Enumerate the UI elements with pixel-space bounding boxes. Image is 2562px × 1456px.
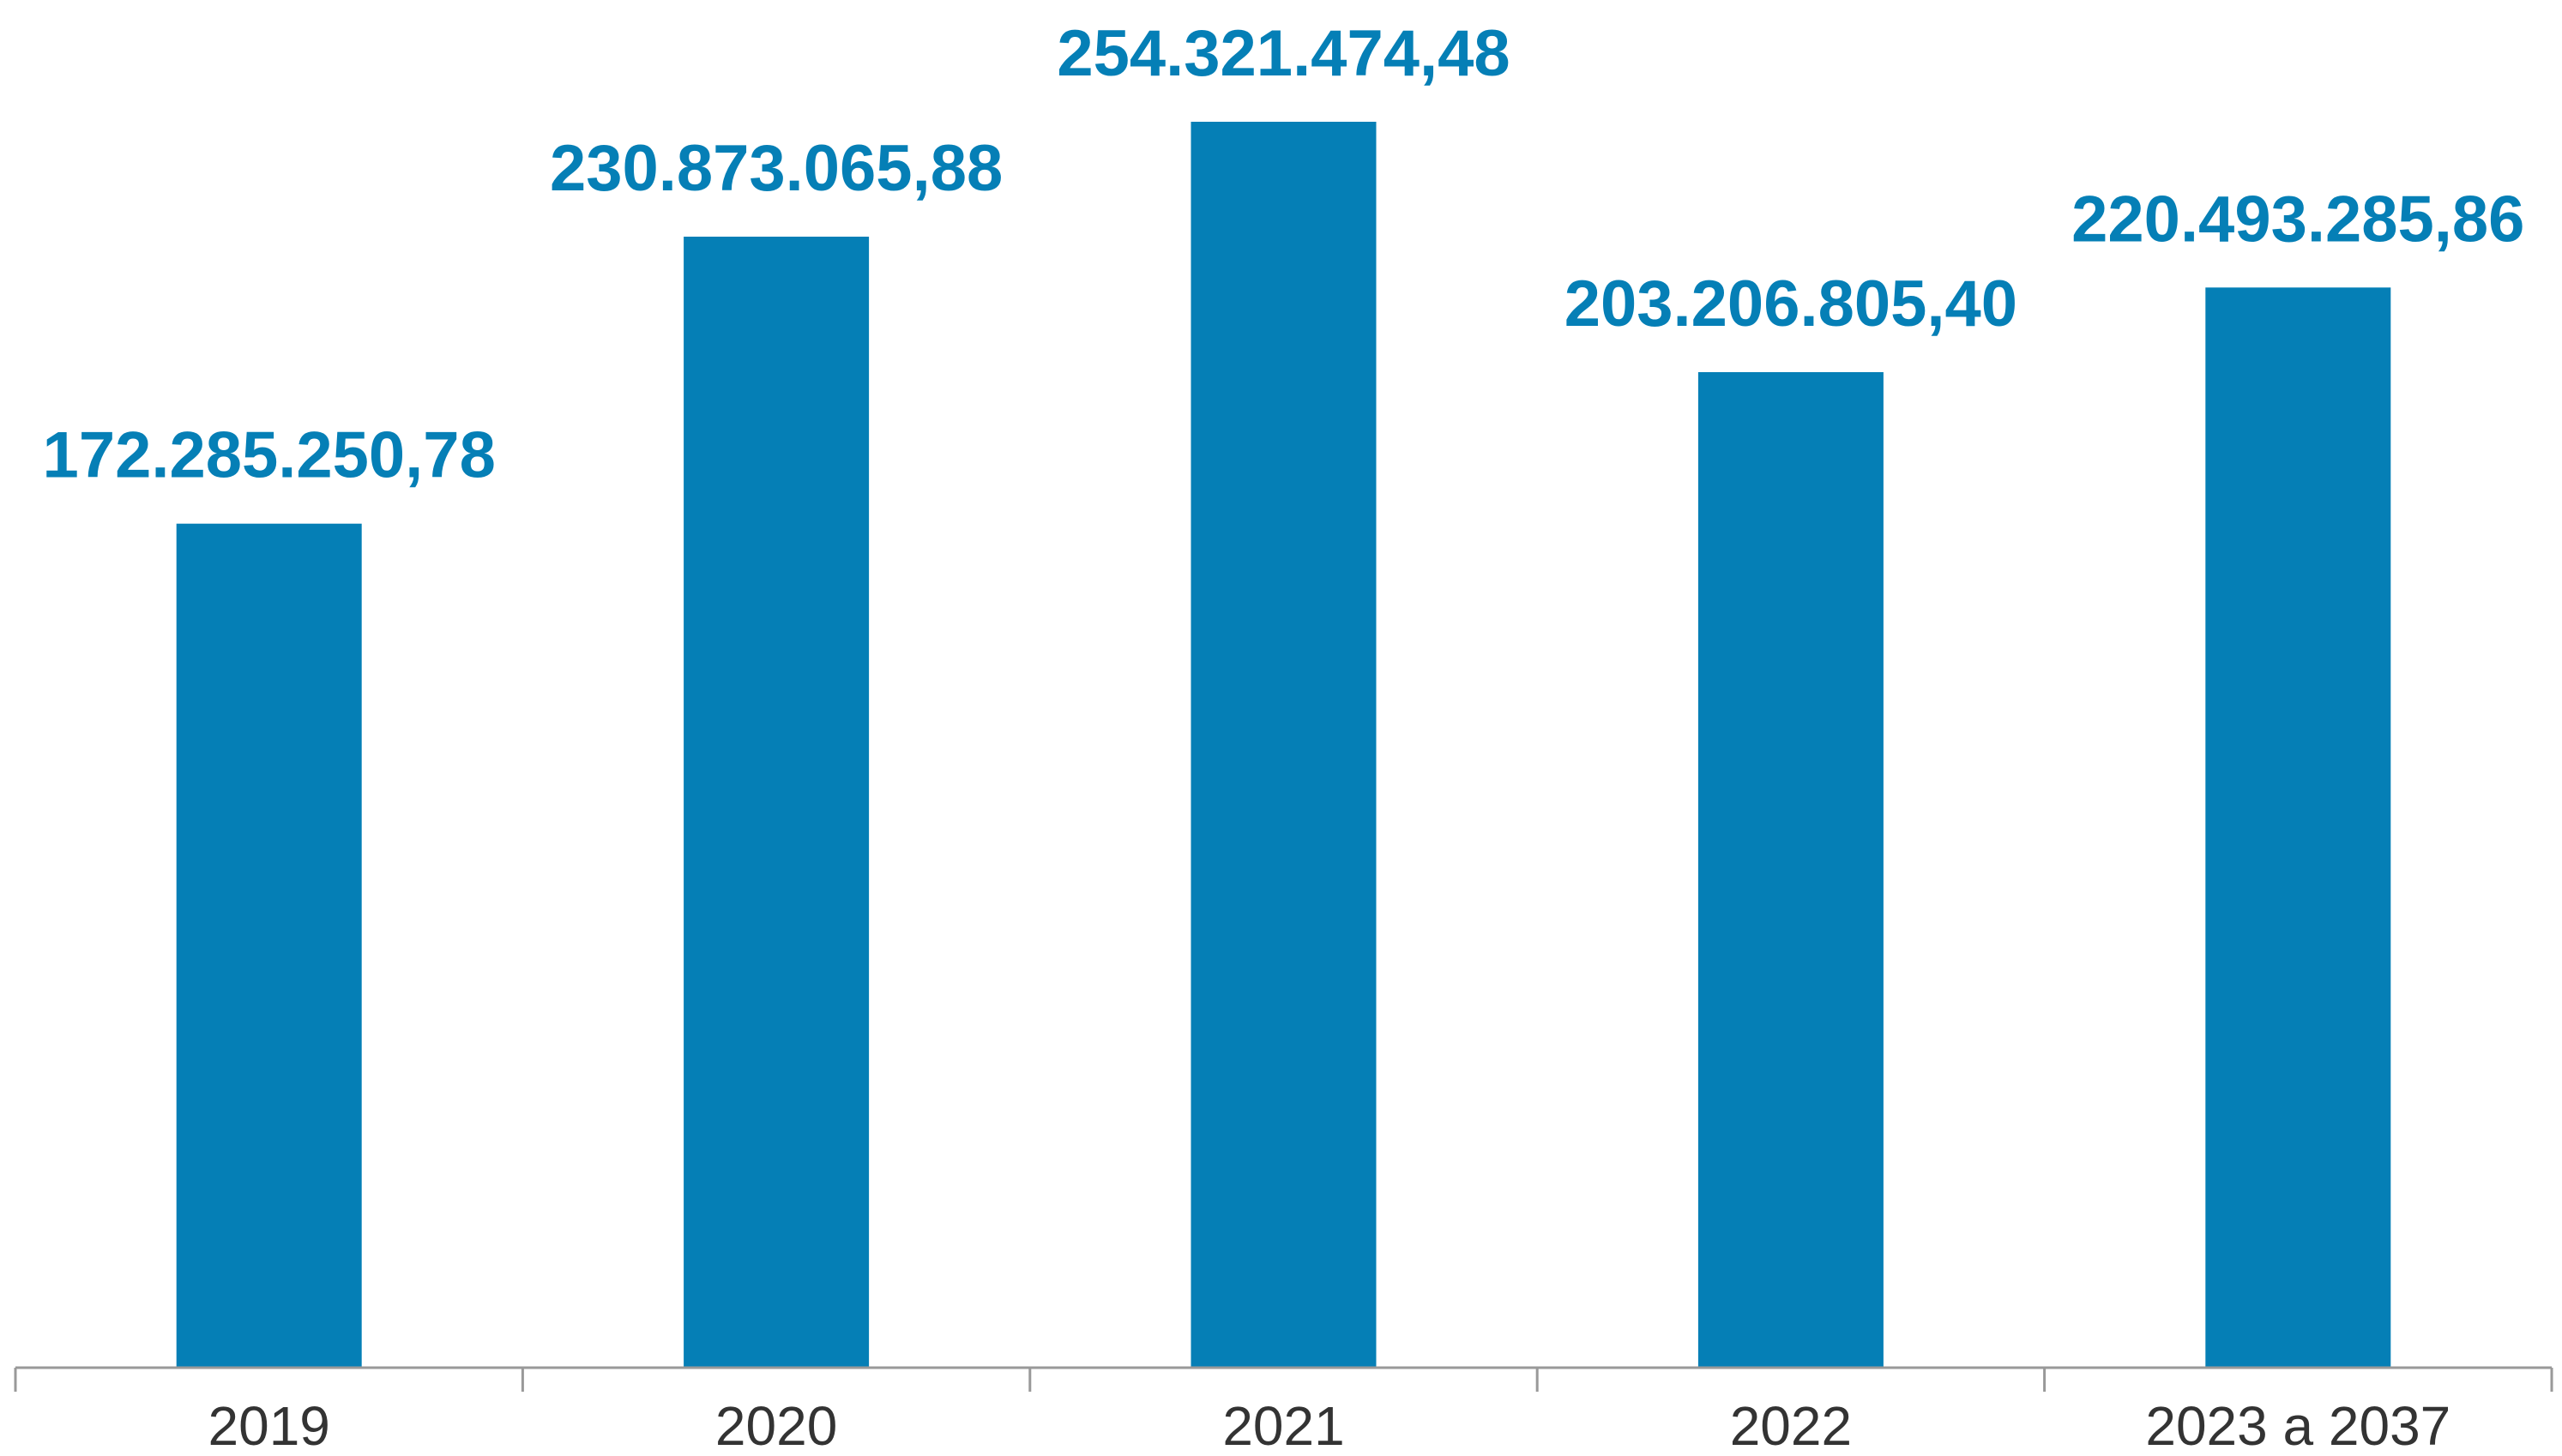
x-tick-label: 2019: [208, 1395, 330, 1456]
bar-2022: [1697, 372, 1884, 1368]
value-label: 230.873.065,88: [550, 132, 1003, 205]
bar-2021: [1191, 122, 1377, 1368]
value-label: 203.206.805,40: [1564, 268, 2017, 340]
value-label: 254.321.474,48: [1057, 17, 1510, 90]
bars-group: [176, 122, 2391, 1368]
bar-2020: [684, 237, 870, 1368]
x-tick-label: 2023 a 2037: [2145, 1395, 2450, 1456]
value-labels-group: 172.285.250,78 230.873.065,88 254.321.474,…: [43, 17, 2525, 492]
bar-2023-a-2037: [2205, 287, 2391, 1368]
value-label: 172.285.250,78: [43, 419, 496, 492]
bar-2019: [176, 523, 362, 1368]
x-tick-labels-group: 2019 2020 2021 2022 2023 a 2037: [208, 1395, 2451, 1456]
x-tick-label: 2021: [1222, 1395, 1344, 1456]
x-axis: [14, 1366, 2553, 1392]
x-tick-label: 2022: [1730, 1395, 1852, 1456]
x-tick-label: 2020: [715, 1395, 837, 1456]
value-label: 220.493.285,86: [2071, 183, 2524, 256]
